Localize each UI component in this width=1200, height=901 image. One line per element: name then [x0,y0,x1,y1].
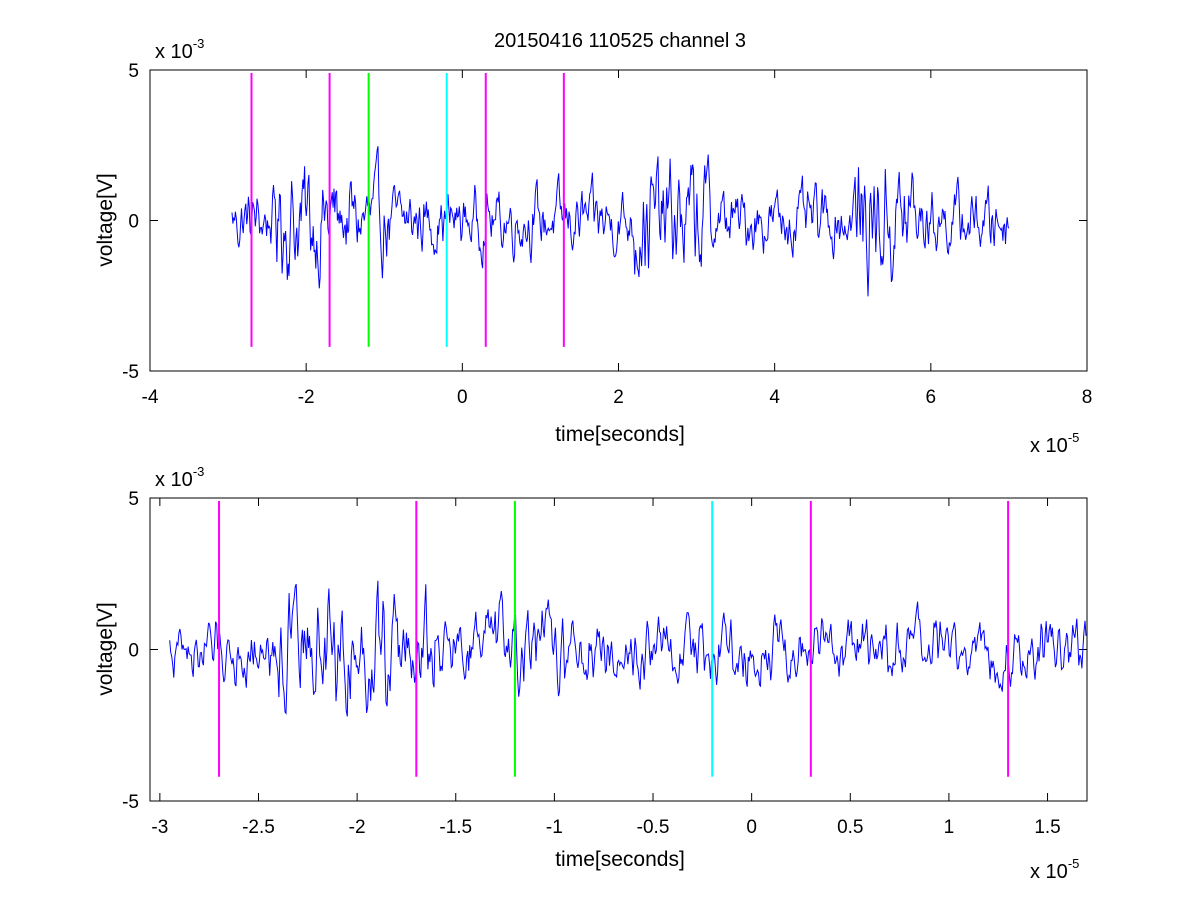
bottom-x-tick-label: -3 [151,817,168,838]
top-y-tick-label: -5 [122,362,139,383]
top-x-tick-label: 0 [457,387,468,408]
top-x-tick-label: 8 [1082,387,1093,408]
top-x-tick-label: 6 [926,387,937,408]
top-y-tick-label: 5 [128,61,139,82]
top-y-multiplier: x 10-3 [155,36,204,63]
top-y-axis-label: voltage[V] [94,173,117,266]
top-signal-trace [231,146,1010,297]
top-x-multiplier: x 10-5 [1030,430,1079,457]
bottom-x-tick-label: 1 [944,817,955,838]
bottom-y-tick-label: -5 [122,792,139,813]
bottom-x-tick-label: -2 [349,817,366,838]
bottom-x-tick-label: -2.5 [242,817,275,838]
top-subplot: -4 -2 0 2 4 6 8 -5 0 5 time[seconds] voltage[V] x… [94,36,1092,457]
bottom-x-axis-label: time[seconds] [555,848,685,871]
top-y-tick-label: 0 [128,212,139,233]
top-x-tick-label: 4 [769,387,780,408]
top-x-tick-label: -2 [298,387,315,408]
top-x-tick-label: -4 [142,387,159,408]
bottom-x-tick-label: 0.5 [837,817,863,838]
bottom-x-tick-label: 0 [746,817,757,838]
bottom-y-tick-label: 0 [128,641,139,662]
bottom-x-tick-label: -1 [546,817,563,838]
bottom-x-multiplier: x 10-5 [1030,856,1079,883]
bottom-signal-trace [169,580,1087,717]
chart-title: 20150416 110525 channel 3 [494,30,746,52]
bottom-x-tick-label: -1.5 [439,817,472,838]
bottom-plot-frame [149,497,1088,802]
bottom-plot-marks: -3 -2.5 -2 -1.5 -1 -0.5 0 0.5 1 1.5 -5 0 5 [122,489,1087,838]
bottom-x-tick-label: 1.5 [1034,817,1060,838]
top-x-axis-label: time[seconds] [555,423,685,446]
top-plot-marks: -4 -2 0 2 4 6 8 -5 0 5 [122,61,1092,408]
top-x-tick-label: 2 [613,387,624,408]
bottom-x-tick-label: -0.5 [637,817,670,838]
bottom-y-tick-label: 5 [128,489,139,510]
bottom-subplot: -3 -2.5 -2 -1.5 -1 -0.5 0 0.5 1 1.5 -5 0 5 time[seco… [94,464,1088,883]
bottom-y-multiplier: x 10-3 [155,464,204,491]
bottom-y-axis-label: voltage[V] [94,602,117,695]
